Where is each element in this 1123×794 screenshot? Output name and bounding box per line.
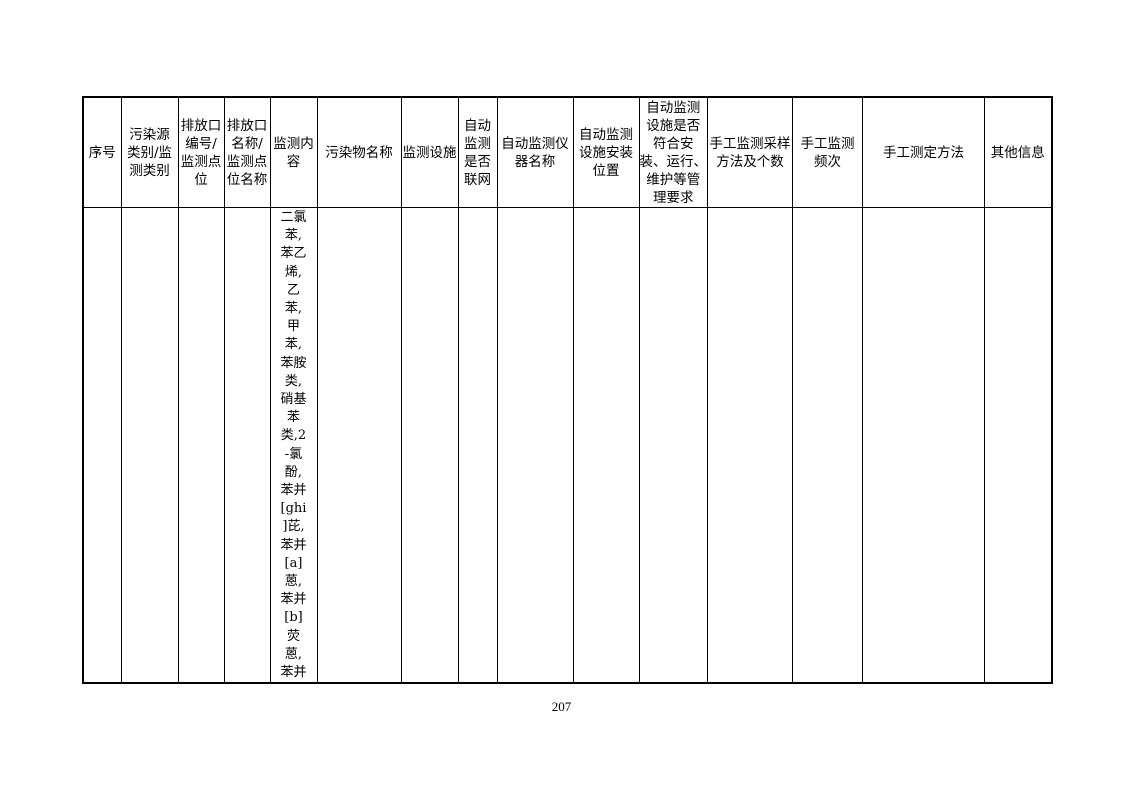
column-header: 监测内容	[269, 96, 318, 208]
table-cell	[638, 207, 708, 684]
header-text: 设施是否	[646, 117, 701, 134]
header-text: 监测内	[273, 135, 314, 152]
column-header: 自动监测 设施是否 符合安 装、运行、 维护等管 理要求	[638, 96, 708, 208]
column-header: 排放口 名称/监测点 位名称	[223, 96, 271, 208]
header-text: 手工监测	[800, 135, 855, 152]
header-text: 容	[286, 153, 301, 170]
table-cell	[120, 207, 179, 684]
monitoring-content-text: 苯,	[284, 301, 303, 317]
monitoring-content-text: 苯并	[280, 483, 307, 499]
monitoring-content-text: 苯并	[280, 665, 307, 681]
header-text: 符合安	[653, 135, 694, 152]
header-text: 序号	[88, 144, 116, 161]
monitoring-content-text: 酚,	[284, 464, 303, 480]
table-cell	[223, 207, 271, 684]
monitoring-content-text: 苯	[286, 410, 300, 426]
table-cell	[984, 207, 1052, 684]
header-text: 手工测定方法	[883, 144, 964, 161]
table-cell	[82, 207, 122, 684]
header-text: 排放口	[226, 117, 268, 134]
column-header: 污染物名称	[316, 96, 402, 208]
table-header-row: 序号 污染源 类别/监 测类别 排放口 编号/监测点位排放口 名称/监测点 位名称 监测内容污染…	[82, 96, 1052, 208]
table-cell	[400, 207, 459, 684]
table-cell	[457, 207, 498, 684]
header-text: 污染物名称	[325, 144, 393, 161]
table-cell	[572, 207, 640, 684]
table-row: 二氯 苯, 苯乙 烯, 乙苯, 甲苯, 苯胺 类, 硝基苯类,2 -氯 酚, 苯并 [ghi]芘, 苯并[…	[82, 207, 1052, 684]
header-text: 其他信息	[990, 144, 1045, 161]
table-cell	[707, 207, 793, 684]
header-text: 名称/	[231, 135, 263, 152]
page-number: 207	[551, 699, 572, 714]
monitoring-content-text: 苯,	[284, 228, 303, 244]
monitoring-table: 序号 污染源 类别/监 测类别 排放口 编号/监测点位排放口 名称/监测点 位名称 监测内容污染…	[82, 96, 1053, 685]
header-text: 编号/	[185, 135, 217, 152]
monitoring-content-text: -氯	[284, 446, 303, 462]
monitoring-content-text: 乙	[286, 282, 300, 298]
monitoring-content-text: 硝基	[280, 392, 307, 408]
header-text: 装、运行、	[639, 153, 708, 170]
monitoring-content-text: 类,	[284, 373, 303, 389]
monitoring-content-text: [a]	[284, 555, 303, 571]
monitoring-content-text: 苯,	[284, 337, 303, 353]
monitoring-content-text: ]芘,	[282, 519, 305, 535]
header-text: 器名称	[514, 153, 556, 170]
header-text: 自动监测	[579, 126, 633, 143]
header-text: 方法及个数	[716, 153, 784, 170]
column-header: 手工监测 频次	[792, 96, 863, 208]
header-text: 维护等管	[646, 171, 701, 188]
header-text: 测类别	[129, 162, 170, 179]
monitoring-content-text: 甲	[286, 319, 300, 335]
monitoring-content-text: 苯并	[280, 537, 307, 553]
header-text: 类别/监	[126, 144, 173, 161]
table-cell	[862, 207, 985, 684]
header-text: 监测点	[226, 153, 268, 170]
monitoring-content-text: 荧	[286, 628, 300, 644]
header-text: 监测设施	[402, 144, 457, 161]
column-header: 其他信息	[984, 96, 1052, 208]
column-header: 自动监测仪 器名称	[496, 96, 574, 208]
column-header: 排放口 编号/监测点位	[177, 96, 225, 208]
table-cell: 二氯 苯, 苯乙 烯, 乙苯, 甲苯, 苯胺 类, 硝基苯类,2 -氯 酚, 苯并 [ghi]芘, 苯并[…	[269, 207, 318, 684]
column-header: 污染源 类别/监 测类别	[120, 96, 179, 208]
header-text: 位置	[592, 162, 620, 179]
column-header: 手工测定方法	[862, 96, 985, 208]
monitoring-content-text: 苯并	[280, 592, 307, 608]
column-header: 手工监测采样 方法及个数	[707, 96, 793, 208]
header-text: 监测点	[180, 153, 222, 170]
table-cell	[177, 207, 225, 684]
column-header: 自动监测 设施安装 位置	[572, 96, 640, 208]
header-text: 自动	[464, 117, 491, 134]
monitoring-content-text: 类,2	[280, 428, 307, 444]
header-text: 排放口	[180, 117, 222, 134]
header-text: 自动监测仪	[501, 135, 569, 152]
monitoring-content-text: 二氯	[280, 210, 307, 225]
header-text: 频次	[814, 153, 841, 170]
header-text: 设施安装	[579, 144, 633, 161]
monitoring-content-text: 苯乙	[280, 246, 307, 262]
column-header: 序号	[82, 96, 122, 208]
header-text: 污染源	[129, 126, 170, 143]
header-text: 自动监测	[646, 99, 701, 116]
header-text: 是否	[464, 153, 491, 170]
monitoring-content-text: 烯,	[284, 264, 303, 280]
monitoring-content-text: [ghi	[280, 501, 307, 517]
header-text: 手工监测采样	[709, 135, 791, 152]
monitoring-content-text: 苯胺	[280, 355, 307, 371]
header-text: 位名称	[226, 171, 268, 188]
header-text: 联网	[464, 171, 491, 188]
monitoring-content-text: 蒽,	[284, 646, 303, 662]
header-text: 监测	[464, 135, 491, 152]
column-header: 自动 监测 是否 联网	[457, 96, 498, 208]
monitoring-content-text: [b]	[284, 610, 303, 626]
column-header: 监测设施	[400, 96, 459, 208]
monitoring-content-text: 蒽,	[284, 574, 303, 590]
table-cell	[316, 207, 402, 684]
table-cell	[496, 207, 574, 684]
header-text: 位	[194, 171, 208, 188]
table-cell	[792, 207, 863, 684]
header-text: 理要求	[653, 189, 694, 206]
